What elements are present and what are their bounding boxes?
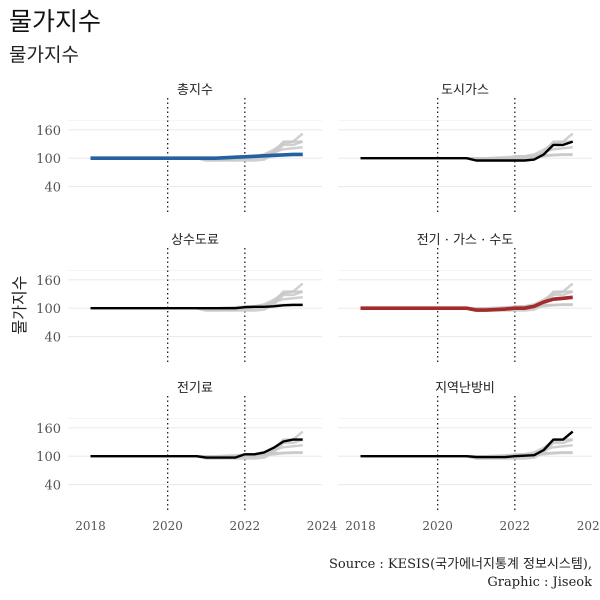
series-line	[90, 303, 303, 310]
series-line	[360, 430, 574, 459]
y-tick-label: 160	[36, 124, 61, 139]
y-tick-label: 40	[44, 331, 61, 346]
series-line	[90, 152, 303, 160]
x-tick-label: 2024	[577, 519, 600, 533]
x-tick-label: 2018	[345, 519, 376, 533]
series-line	[360, 140, 574, 162]
x-tick-label: 2020	[422, 519, 453, 533]
panel-title: 지역난방비	[435, 381, 495, 396]
y-tick-label: 100	[36, 152, 61, 167]
y-tick-label: 160	[36, 422, 61, 437]
caption-graphic: Graphic : Jiseok	[487, 575, 592, 590]
x-tick-label: 2022	[500, 519, 531, 533]
x-tick-label: 2018	[75, 519, 106, 533]
chart-caption: Source : KESIS(국가에너지통계 정보시스템), Graphic :…	[329, 556, 592, 592]
y-tick-label: 100	[36, 450, 61, 465]
series-line	[360, 295, 573, 312]
y-tick-label: 160	[36, 274, 61, 289]
panel-title: 총지수	[177, 83, 213, 98]
panel-title: 상수도료	[171, 233, 219, 248]
x-tick-label: 2020	[152, 519, 183, 533]
y-tick-label: 40	[44, 479, 61, 494]
panel-title: 도시가스	[441, 83, 489, 98]
caption-source: Source : KESIS(국가에너지통계 정보시스템),	[328, 557, 592, 572]
chart-subtitle: 물가지수	[9, 44, 79, 66]
y-tick-label: 40	[44, 181, 61, 196]
series-line	[90, 438, 303, 459]
panel-title: 전기 · 가스 · 수도	[417, 233, 514, 248]
panel-title: 전기료	[177, 381, 213, 396]
x-tick-label: 2022	[230, 519, 261, 533]
chart-title: 물가지수	[9, 7, 102, 36]
x-tick-label: 2024	[307, 519, 338, 533]
y-tick-label: 100	[36, 302, 61, 317]
